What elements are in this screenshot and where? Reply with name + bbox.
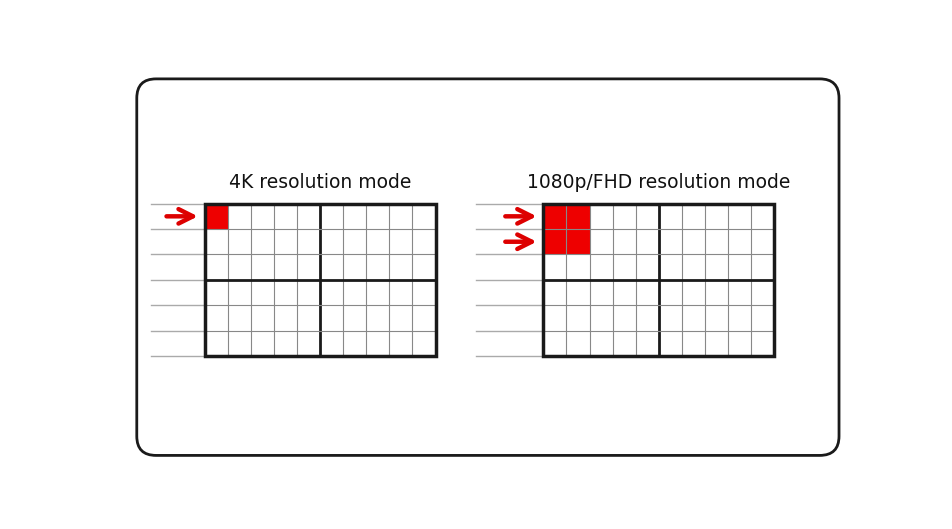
Bar: [566, 229, 589, 254]
Bar: [205, 204, 228, 229]
Text: 4K resolution mode: 4K resolution mode: [228, 174, 411, 193]
Bar: [566, 204, 589, 229]
Bar: [544, 229, 566, 254]
Bar: [544, 204, 774, 356]
FancyBboxPatch shape: [137, 79, 839, 455]
Bar: [544, 204, 566, 229]
Bar: [205, 204, 435, 356]
Text: 1080p/FHD resolution mode: 1080p/FHD resolution mode: [527, 174, 790, 193]
